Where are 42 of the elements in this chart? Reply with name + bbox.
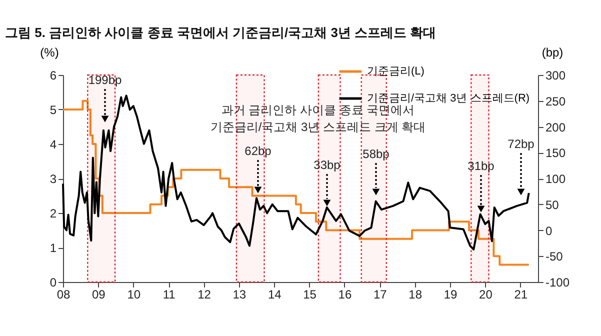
y2-axis-title: (bp) bbox=[542, 46, 564, 60]
x-tick-label: 14 bbox=[268, 288, 282, 302]
x-tick-label: 10 bbox=[127, 288, 141, 302]
y2-tick-label: 200 bbox=[546, 120, 566, 134]
x-tick-label: 19 bbox=[444, 288, 458, 302]
y2-tick-label: 0 bbox=[546, 224, 552, 238]
annotation: 199bp bbox=[88, 73, 122, 87]
x-tick-label: 13 bbox=[232, 288, 246, 302]
chart-title: 그림 5. 금리인하 사이클 종료 국면에서 기준금리/국고채 3년 스프레드 확대 bbox=[5, 25, 436, 40]
y2-tick-label: 150 bbox=[546, 146, 566, 160]
y-tick-label: 6 bbox=[50, 68, 57, 82]
annotation: 58bp bbox=[362, 147, 390, 161]
x-tick-label: 20 bbox=[479, 288, 493, 302]
x-tick-label: 16 bbox=[338, 288, 352, 302]
x-tick-label: 09 bbox=[92, 288, 106, 302]
legend-label: 기준금리/국고채 3년 스프레드(R) bbox=[367, 92, 530, 104]
y2-tick-label: 300 bbox=[546, 68, 566, 82]
legend-label: 기준금리(L) bbox=[367, 66, 424, 78]
y-tick-label: 2 bbox=[50, 206, 57, 220]
x-tick-label: 08 bbox=[56, 288, 70, 302]
y2-tick-label: 100 bbox=[546, 172, 566, 186]
y-axis-title: (%) bbox=[40, 46, 59, 60]
x-tick-label: 15 bbox=[303, 288, 317, 302]
annotation: 33bp bbox=[314, 158, 341, 172]
y-tick-label: 3 bbox=[50, 172, 57, 186]
y-tick-label: 5 bbox=[50, 103, 57, 117]
x-tick-label: 18 bbox=[408, 288, 422, 302]
x-tick-label: 17 bbox=[373, 288, 388, 302]
y2-tick-label: -50 bbox=[546, 250, 564, 264]
annotation: 과거 금리인하 사이클 종료 국면에서 기준금리/국고채 3년 스프레드 크게 확대 bbox=[210, 103, 426, 134]
x-tick-label: 12 bbox=[198, 288, 212, 302]
y-tick-label: 4 bbox=[50, 138, 57, 152]
annotation: 62bp bbox=[244, 144, 272, 158]
y-tick-label: 1 bbox=[50, 241, 57, 255]
y2-tick-label: 50 bbox=[546, 198, 560, 212]
y-tick-label: 0 bbox=[50, 276, 57, 290]
annotation: 31bp bbox=[468, 159, 495, 173]
x-tick-label: 11 bbox=[162, 288, 176, 302]
y2-tick-label: -100 bbox=[546, 276, 570, 290]
annotation: 72bp bbox=[508, 137, 535, 151]
x-tick-label: 21 bbox=[514, 288, 528, 302]
y2-tick-label: 250 bbox=[546, 94, 566, 108]
